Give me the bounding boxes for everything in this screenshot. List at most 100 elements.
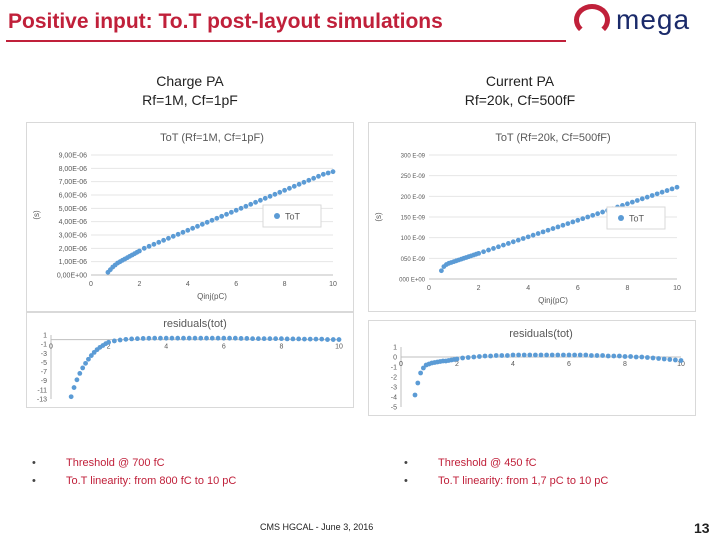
data-point xyxy=(209,335,215,341)
data-point xyxy=(330,169,336,175)
slide-title: Positive input: To.T post-layout simulat… xyxy=(8,10,443,33)
y-tick-label: 7,00E-06 xyxy=(59,179,88,186)
y-tick-label: -3 xyxy=(41,351,47,358)
bullet-icon: • xyxy=(404,457,408,469)
x-tick-label: 10 xyxy=(677,361,685,368)
data-point xyxy=(535,231,541,236)
bullet-text: Threshold @ 700 fC xyxy=(66,457,165,469)
data-point xyxy=(501,242,506,248)
data-point xyxy=(233,207,239,213)
left-heading-line2: Rf=1M, Cf=1pF xyxy=(142,92,238,108)
data-point xyxy=(538,352,544,358)
y-tick-label: -5 xyxy=(391,405,397,412)
data-point xyxy=(291,183,297,189)
data-point xyxy=(175,335,181,341)
left-heading-line1: Charge PA xyxy=(156,73,224,89)
data-point xyxy=(195,223,200,229)
data-point xyxy=(516,352,521,358)
data-point xyxy=(158,335,163,341)
data-point xyxy=(565,221,571,227)
bullet-text: To.T linearity: from 1,7 pC to 10 pC xyxy=(438,475,609,487)
data-point xyxy=(250,336,256,342)
data-point xyxy=(555,224,561,230)
chart-tot-current: ToT (Rf=20k, Cf=500fF) 000 E+00 050 E-09 10… xyxy=(374,132,681,305)
data-point xyxy=(460,355,465,361)
data-point xyxy=(71,385,77,390)
data-point xyxy=(570,219,576,225)
y-tick-label: -4 xyxy=(391,395,397,402)
legend-box xyxy=(262,204,322,228)
right-heading: Current PA Rf=20k, Cf=500fF xyxy=(420,72,620,110)
data-point xyxy=(617,353,622,359)
data-point xyxy=(595,211,601,217)
legend-marker xyxy=(274,213,280,219)
data-point xyxy=(656,356,661,361)
y-tick-label: -1 xyxy=(391,365,397,372)
y-tick-label: -7 xyxy=(41,369,47,376)
x-tick-label: 4 xyxy=(511,361,515,368)
left-heading: Charge PA Rf=1M, Cf=1pF xyxy=(90,72,290,110)
data-point xyxy=(520,236,526,241)
y-tick-label: 150 E-09 xyxy=(401,216,426,222)
bullet-text: To.T linearity: from 800 fC to 10 pC xyxy=(66,475,237,487)
data-point xyxy=(238,205,244,211)
y-tick-label: 0 xyxy=(393,355,397,362)
data-point xyxy=(146,335,152,341)
data-point xyxy=(215,335,221,341)
data-point xyxy=(258,197,263,203)
page-number: 13 xyxy=(694,520,710,536)
x-tick-label: 6 xyxy=(234,281,238,288)
omega-logo: mega xyxy=(574,0,714,44)
data-point xyxy=(141,245,147,251)
y-tick-label: 0,00E+00 xyxy=(57,273,87,280)
data-point xyxy=(645,355,650,360)
data-point xyxy=(629,199,635,205)
y-axis-label: (s) xyxy=(374,212,383,222)
data-point xyxy=(282,187,287,193)
data-point xyxy=(169,335,175,341)
data-point xyxy=(639,354,645,360)
data-point xyxy=(287,185,292,191)
data-point xyxy=(219,213,225,219)
y-tick-label: 6,00E-06 xyxy=(59,193,88,200)
x-tick-label: 2 xyxy=(455,361,459,368)
data-point xyxy=(330,337,336,342)
y-tick-label: 4,00E-06 xyxy=(59,219,88,226)
data-point xyxy=(135,336,140,342)
data-point xyxy=(88,353,94,358)
data-point xyxy=(243,203,249,209)
data-point xyxy=(137,248,142,254)
omega-icon xyxy=(574,4,610,36)
data-point xyxy=(273,336,279,342)
chart-title: ToT (Rf=20k, Cf=500fF) xyxy=(495,132,610,144)
data-point xyxy=(228,209,234,215)
data-point xyxy=(199,221,205,227)
chart-title: residuals(tot) xyxy=(509,328,573,340)
data-point xyxy=(296,181,302,187)
y-tick-label: -5 xyxy=(41,360,47,367)
data-point xyxy=(214,215,220,221)
data-point xyxy=(166,235,171,241)
x-tick-label: 6 xyxy=(222,344,226,351)
data-point xyxy=(170,233,176,239)
x-tick-label: 0 xyxy=(49,344,53,351)
data-point xyxy=(284,336,290,342)
data-point xyxy=(123,336,129,342)
data-point xyxy=(325,170,331,176)
x-tick-label: 8 xyxy=(279,344,283,351)
data-point xyxy=(198,335,204,341)
data-point xyxy=(625,201,630,207)
data-point xyxy=(221,335,227,341)
data-point xyxy=(209,217,215,223)
y-tick-label: 5,00E-06 xyxy=(59,206,88,213)
y-tick-label: -11 xyxy=(37,387,47,394)
data-point xyxy=(572,352,577,358)
data-point xyxy=(227,335,232,341)
data-point xyxy=(181,335,186,341)
data-point xyxy=(68,394,74,400)
data-point xyxy=(262,195,268,201)
data-point xyxy=(465,355,471,360)
data-point xyxy=(654,191,660,197)
x-tick-label: 6 xyxy=(567,361,571,368)
data-point xyxy=(589,353,594,358)
